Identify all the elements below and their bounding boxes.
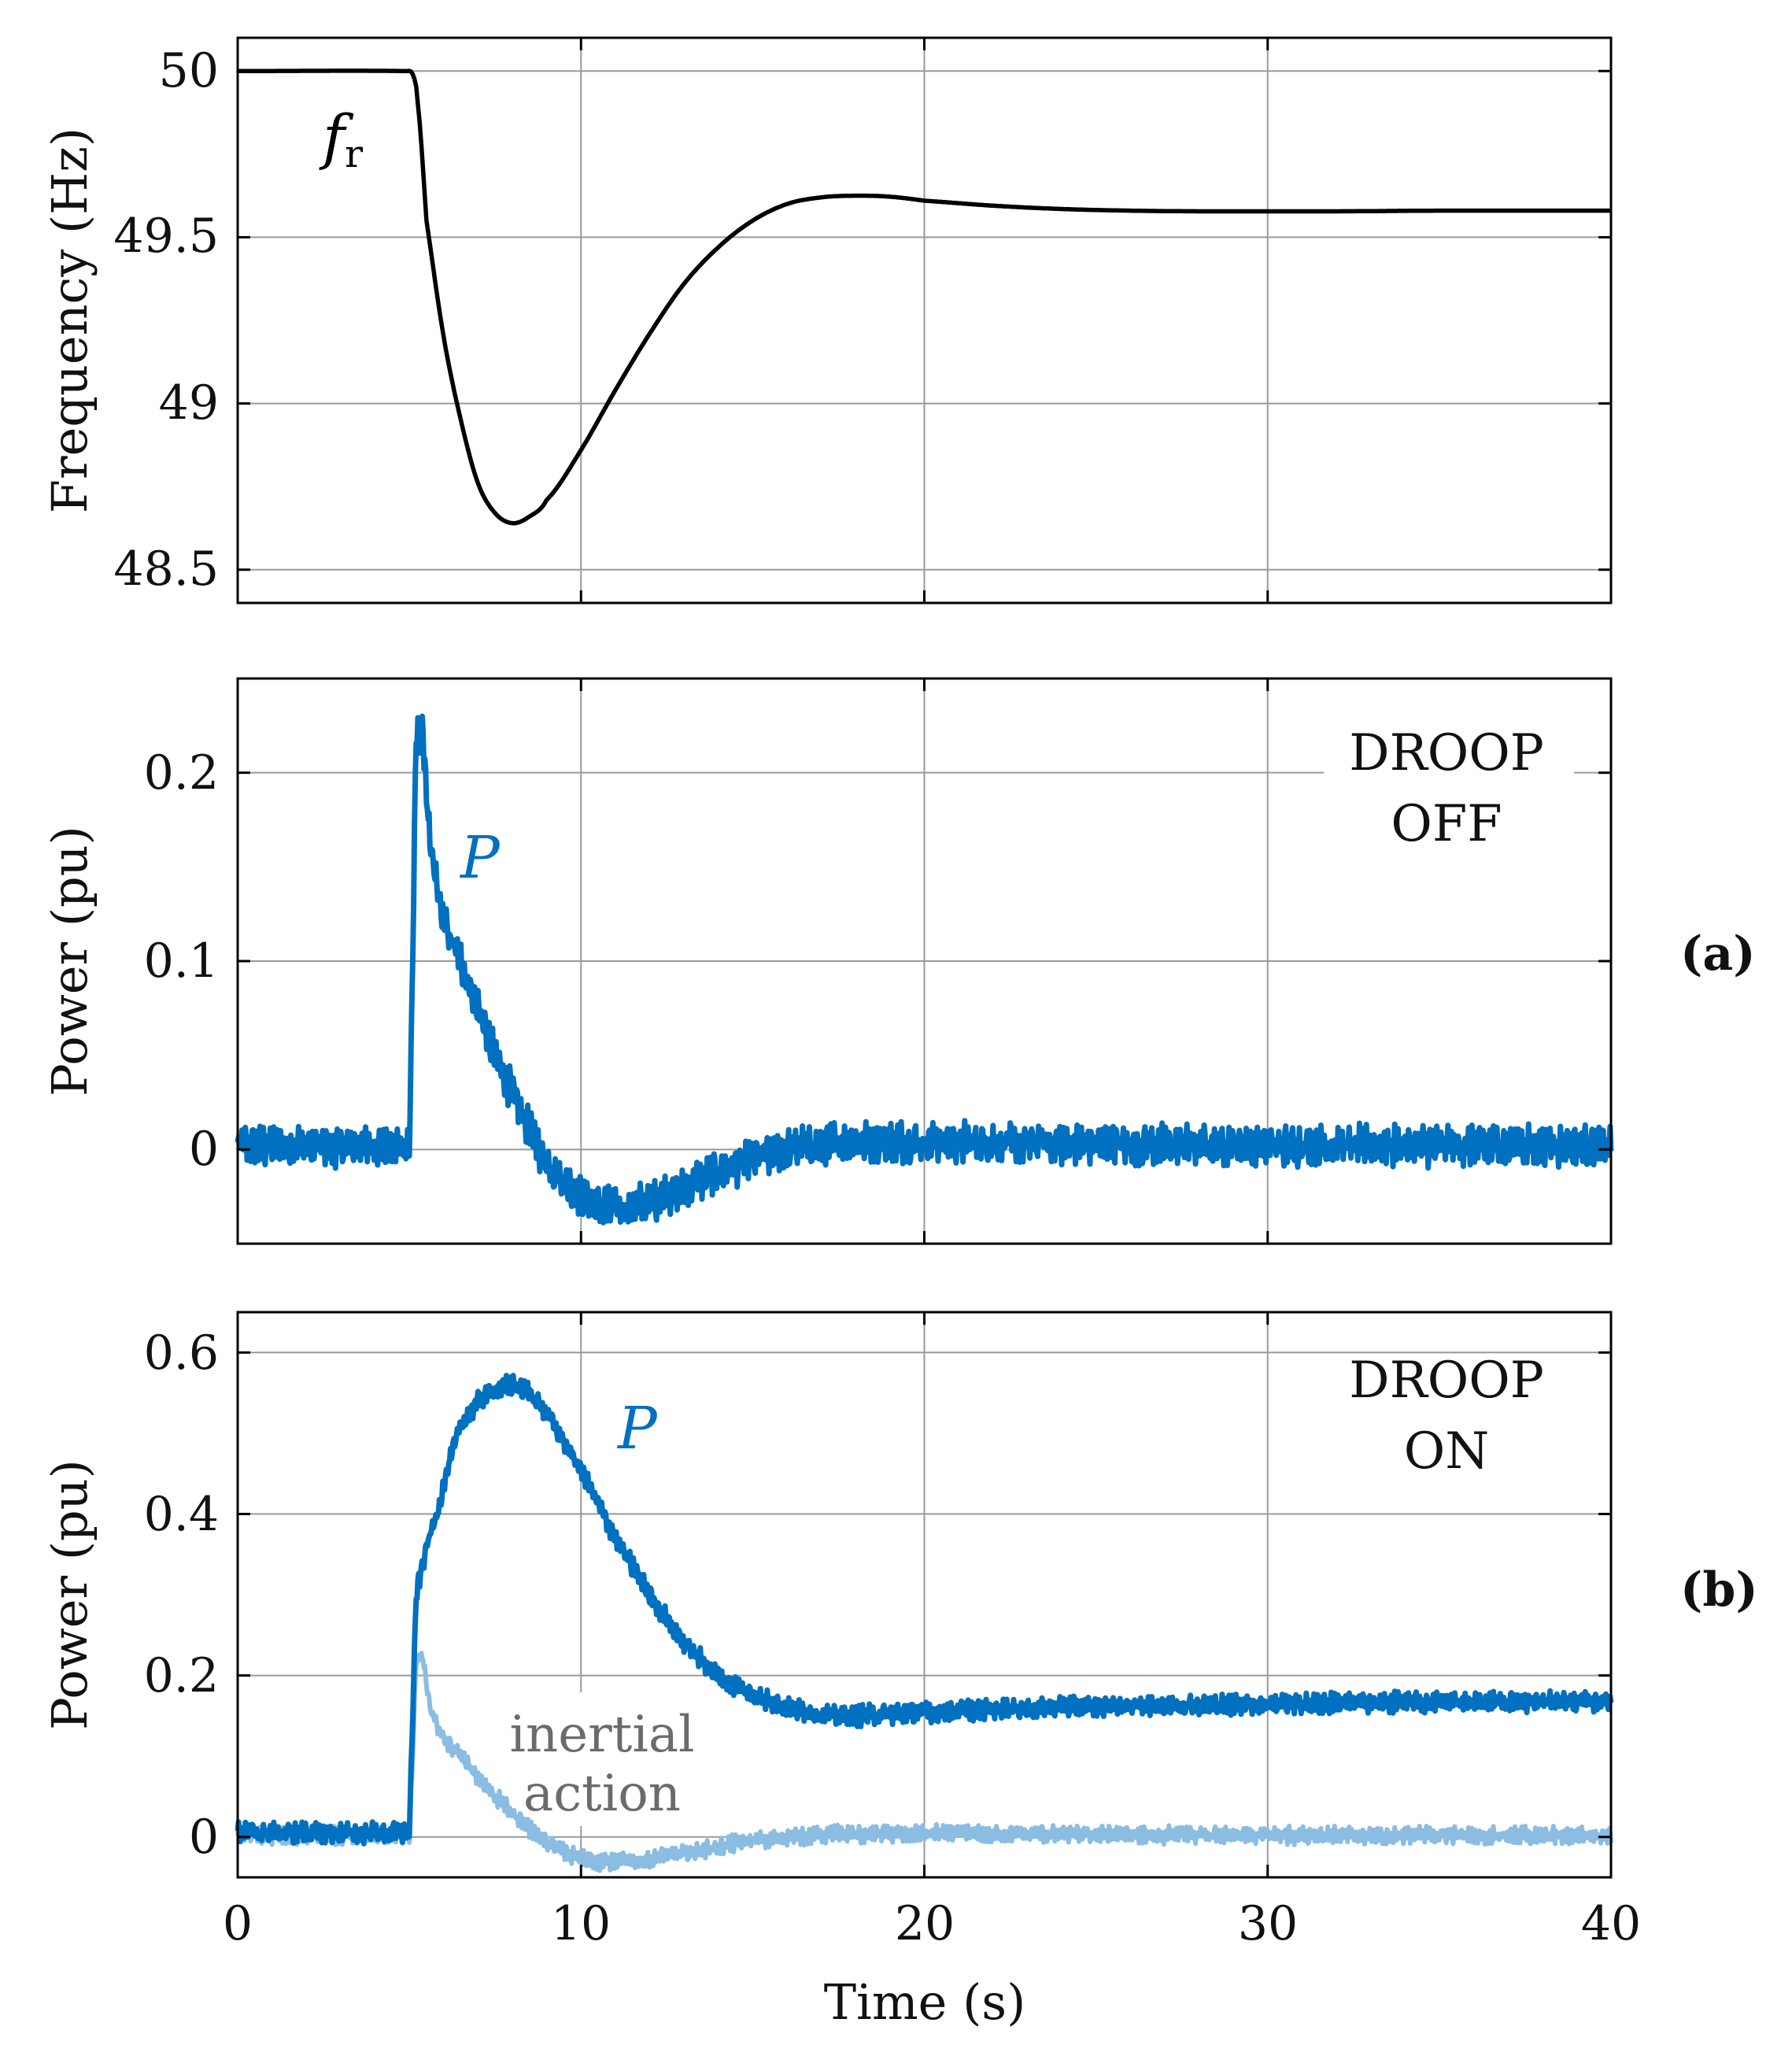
power-b-ytick-label-0-2: 0.2 [144, 1648, 219, 1703]
droop-off-annotation-line1: DROOP [1349, 724, 1544, 782]
power-a-series-group [235, 713, 1614, 1226]
xtick-label-40: 40 [1581, 1896, 1641, 1951]
power-b-ticks [236, 1312, 1613, 1877]
frequency-grid [238, 38, 1611, 603]
frequency-ylabel: Frequency (Hz) [41, 128, 98, 513]
power-a-ytick-label-0-1: 0.1 [144, 934, 219, 989]
power-b-p-label: P [616, 1395, 658, 1462]
droop-on-annotation-line1: DROOP [1349, 1352, 1544, 1410]
xtick-label-0: 0 [223, 1896, 253, 1951]
series-line-p [235, 1373, 1614, 1847]
power-panel-a: DROOP OFF 0.2 0.1 0 Power (pu) P (a) [41, 677, 1756, 1245]
inertial-action-label-line1: inertial [510, 1706, 695, 1764]
freq-ytick-label-48-5: 48.5 [113, 542, 219, 597]
inertial-action-label-box [494, 1692, 707, 1826]
panel-label-b: (b) [1680, 1562, 1758, 1618]
power-a-ticks [236, 679, 1613, 1244]
freq-ytick-label-49: 49 [159, 375, 219, 431]
xtick-label-30: 30 [1238, 1896, 1298, 1951]
frequency-series-group [237, 68, 1612, 526]
frequency-panel: 50 49.5 49 48.5 Frequency (Hz) fr [41, 36, 1613, 605]
xtick-label-20: 20 [895, 1896, 955, 1951]
freq-ytick-label-49-5: 49.5 [113, 209, 219, 264]
power-b-series-group [235, 1373, 1614, 1873]
frequency-ticks [236, 38, 1613, 603]
power-b-ytick-label-0-4: 0.4 [144, 1487, 219, 1542]
inertial-action-label-line2: action [523, 1765, 681, 1823]
power-a-ylabel: Power (pu) [41, 826, 98, 1096]
fr-label-subscript: r [345, 132, 363, 176]
droop-on-annotation-line2: ON [1404, 1422, 1489, 1481]
droop-on-annotation-box [1324, 1354, 1574, 1496]
droop-off-annotation-box [1324, 718, 1574, 860]
xlabel-time: Time (s) [824, 1973, 1026, 2031]
fr-series-label: fr [319, 102, 363, 176]
panel-label-a: (a) [1680, 926, 1756, 982]
power-a-ytick-label-0-2: 0.2 [144, 745, 219, 801]
power-b-ylabel: Power (pu) [41, 1459, 98, 1730]
power-b-ytick-label-0: 0 [189, 1810, 219, 1865]
power-a-ytick-label-0: 0 [189, 1122, 219, 1177]
series-line-f-r [237, 68, 1612, 526]
series-line-inertial-action [235, 1651, 1613, 1873]
droop-off-annotation-line2: OFF [1391, 795, 1502, 853]
xtick-label-10: 10 [551, 1896, 611, 1951]
power-panel-b: inertial action DROOP ON 0.6 0.4 0.2 0 P… [41, 1311, 1758, 2031]
freq-ytick-label-50: 50 [159, 43, 219, 98]
series-line-p [235, 713, 1614, 1226]
power-b-ytick-label-0-6: 0.6 [144, 1326, 219, 1381]
power-a-p-label: P [459, 824, 501, 892]
